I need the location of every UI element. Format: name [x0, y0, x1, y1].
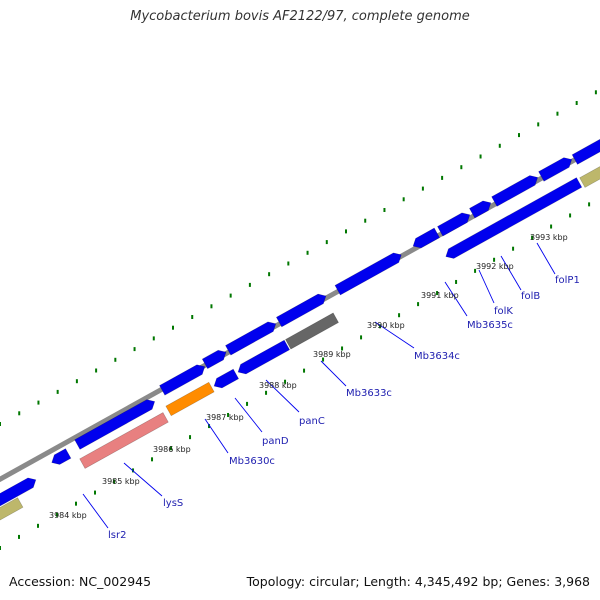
label-connector	[444, 281, 468, 317]
gene-feature	[469, 200, 492, 219]
feature-shape	[571, 138, 600, 165]
scale-label: 3990 kbp	[367, 321, 405, 330]
label-connector	[265, 379, 300, 413]
label-connector	[234, 397, 263, 433]
feature-shape	[538, 157, 573, 182]
scale-label: 3992 kbp	[476, 262, 514, 271]
scale-label: 3991 kbp	[421, 291, 459, 300]
feature-shape	[0, 497, 24, 525]
gene-feature	[225, 321, 277, 356]
tick-dots	[0, 90, 597, 550]
feature-shape	[225, 321, 277, 356]
gene-feature	[237, 339, 291, 375]
gene-labels: lsr2 lysS Mb3630c panD panC Mb3633c Mb3634c Mb3…	[82, 242, 580, 541]
feature-shape	[491, 175, 539, 207]
gene-feature	[491, 175, 539, 207]
gene-feature	[165, 381, 215, 417]
feature-shape	[412, 227, 441, 249]
gene-feature	[0, 477, 37, 511]
feature-shape	[201, 349, 227, 370]
gene-feature	[334, 252, 402, 296]
gene-feature	[571, 138, 600, 165]
gene-label: folK	[494, 306, 513, 317]
scale-label: 3985 kbp	[102, 477, 140, 486]
gene-feature	[159, 364, 206, 396]
feature-shape	[275, 293, 327, 328]
feature-shape	[445, 177, 583, 259]
gene-label: panD	[262, 436, 289, 447]
gene-feature	[445, 177, 583, 259]
gene-feature	[285, 312, 339, 350]
label-connector	[374, 321, 415, 349]
gene-feature	[74, 399, 156, 450]
map-title: Mycobacterium bovis AF2122/97, complete …	[130, 9, 470, 24]
gene-feature	[437, 212, 471, 237]
feature-shape	[237, 339, 291, 375]
label-connector	[500, 255, 522, 291]
gene-label: Mb3630c	[229, 456, 275, 467]
label-connector	[82, 493, 109, 529]
gene-label: folP1	[555, 275, 580, 286]
scale-label: 3984 kbp	[49, 511, 87, 520]
scale-label: 3988 kbp	[259, 381, 297, 390]
scale-label: 3989 kbp	[313, 350, 351, 359]
scale-label: 3987 kbp	[206, 413, 244, 422]
feature-shape	[334, 252, 402, 296]
feature-shape	[74, 399, 156, 450]
scale-labels: 3984 kbp 3985 kbp 3986 kbp 3987 kbp 3988 kbp…	[49, 233, 568, 520]
gene-feature	[201, 349, 227, 370]
feature-shape	[469, 200, 492, 219]
gene-feature	[213, 368, 240, 389]
genome-stats-text: Topology: circular; Length: 4,345,492 bp…	[246, 574, 590, 589]
label-connector	[320, 360, 347, 387]
gene-label: Mb3633c	[346, 388, 392, 399]
feature-shape	[79, 412, 169, 469]
gene-feature	[412, 227, 441, 249]
gene-label: panC	[299, 416, 325, 427]
feature-shape	[165, 381, 215, 417]
feature-shape	[51, 448, 72, 465]
gene-feature	[538, 157, 573, 182]
label-connector	[123, 462, 163, 497]
feature-shape	[213, 368, 240, 389]
feature-shape	[159, 364, 206, 396]
accession-text: Accession: NC_002945	[9, 574, 152, 589]
feature-shape	[285, 312, 339, 350]
gene-feature	[579, 162, 600, 188]
gene-label: lysS	[163, 498, 183, 509]
feature-shape	[579, 162, 600, 188]
label-connector	[204, 418, 229, 454]
gene-feature	[79, 412, 169, 469]
feature-shape	[437, 212, 471, 237]
gene-label: lsr2	[108, 530, 126, 541]
gene-label: Mb3635c	[467, 320, 513, 331]
gene-feature	[275, 293, 327, 328]
scale-label: 3993 kbp	[530, 233, 568, 242]
gene-label: folB	[521, 291, 540, 302]
gene-feature	[51, 448, 72, 465]
scale-label: 3986 kbp	[153, 445, 191, 454]
feature-shape	[0, 477, 37, 511]
gene-feature	[0, 497, 24, 525]
label-connector	[536, 242, 556, 275]
gene-label: Mb3634c	[414, 351, 460, 362]
feature-track	[0, 138, 600, 525]
label-connector	[478, 269, 495, 304]
